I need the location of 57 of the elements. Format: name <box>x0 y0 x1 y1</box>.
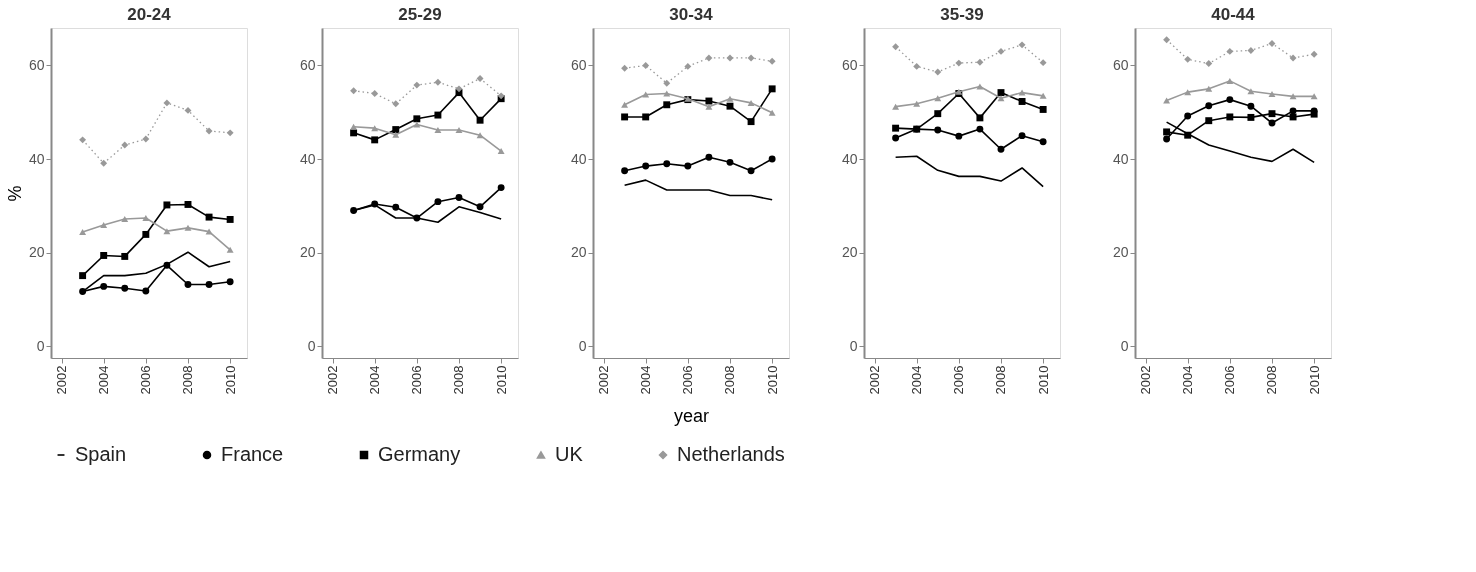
x-tick-label: 2006 <box>138 365 154 395</box>
x-tick-label: 2004 <box>1180 365 1196 395</box>
x-tick-label: 2002 <box>596 365 612 395</box>
y-tick-label: 20 <box>28 244 45 261</box>
x-tick-label: 2010 <box>764 365 780 395</box>
x-tick-label: 2006 <box>1222 365 1238 395</box>
x-tick-label: 2008 <box>993 365 1009 395</box>
x-tick-label: 2002 <box>867 365 883 395</box>
x-tick-label: 2008 <box>722 365 738 395</box>
chart-title: 25-29 <box>398 5 442 24</box>
y-tick-label: 20 <box>299 244 316 261</box>
x-tick-label: 2008 <box>1264 365 1280 395</box>
x-tick-label: 2004 <box>367 365 383 395</box>
y-tick-label: 20 <box>1112 244 1129 261</box>
y-tick-label: 40 <box>841 150 858 167</box>
x-tick-label: 2004 <box>909 365 925 395</box>
x-tick-label: 2008 <box>451 365 467 395</box>
chart-title: 40-44 <box>1211 5 1256 24</box>
x-tick-label: 2004 <box>638 365 654 395</box>
y-tick-label: 40 <box>1112 150 1129 167</box>
x-tick-label: 2006 <box>409 365 425 395</box>
y-tick-label: 0 <box>849 337 858 354</box>
y-tick-label: 20 <box>841 244 858 261</box>
legend-label: UK <box>555 443 584 465</box>
y-tick-label: 20 <box>570 244 587 261</box>
chart-title: 30-34 <box>669 5 714 24</box>
y-tick-label: 0 <box>578 337 587 354</box>
y-tick-label: 0 <box>307 337 316 354</box>
y-tick-label: 0 <box>1120 337 1129 354</box>
chart-title: 20-24 <box>127 5 172 24</box>
y-tick-label: 0 <box>36 337 45 354</box>
chart-title: 35-39 <box>940 5 984 24</box>
x-tick-label: 2008 <box>180 365 196 395</box>
y-tick-label: 60 <box>570 56 587 73</box>
x-tick-label: 2006 <box>680 365 696 395</box>
y-tick-label: 60 <box>841 56 858 73</box>
legend-label: Germany <box>378 443 461 465</box>
legend-label: Spain <box>75 443 127 465</box>
x-tick-label: 2006 <box>951 365 967 395</box>
x-tick-label: 2004 <box>96 365 112 395</box>
x-tick-label: 2002 <box>54 365 70 395</box>
y-tick-label: 40 <box>299 150 316 167</box>
y-tick-label: 40 <box>570 150 587 167</box>
y-tick-label: 60 <box>299 56 316 73</box>
x-tick-label: 2010 <box>222 365 238 395</box>
y-tick-label: 40 <box>28 150 45 167</box>
y-tick-label: 60 <box>1112 56 1129 73</box>
legend-label: Netherlands <box>677 443 785 465</box>
x-tick-label: 2002 <box>1138 365 1154 395</box>
x-tick-label: 2010 <box>1035 365 1051 395</box>
legend-label: France <box>221 443 284 465</box>
x-tick-label: 2010 <box>493 365 509 395</box>
x-tick-label: 2002 <box>325 365 341 395</box>
y-tick-label: 60 <box>28 56 45 73</box>
x-axis-title: year <box>673 406 710 427</box>
x-tick-label: 2010 <box>1306 365 1322 395</box>
y-axis-title: % <box>4 185 25 202</box>
